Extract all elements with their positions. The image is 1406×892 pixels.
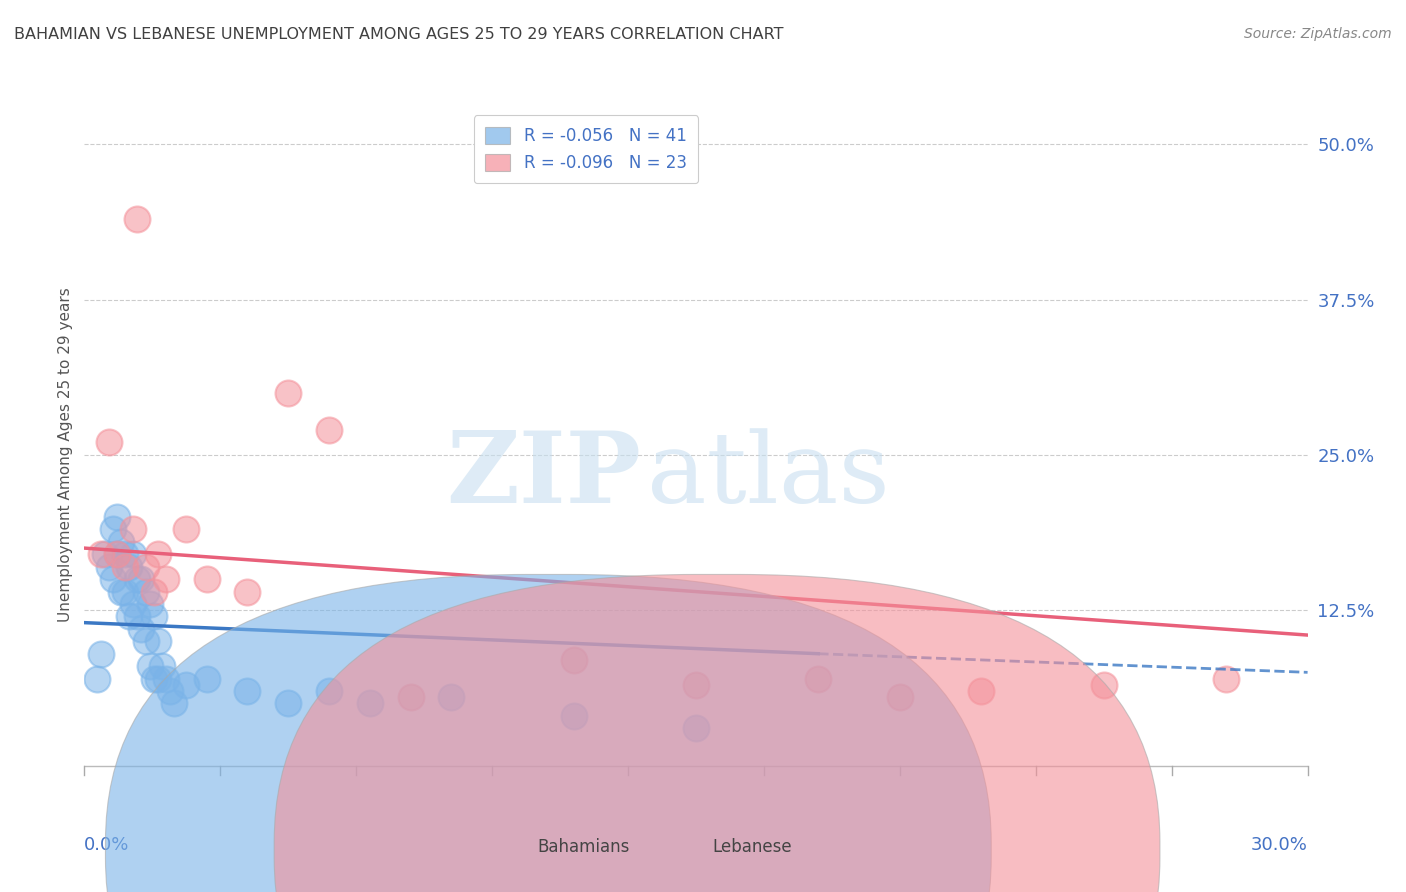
Point (142, 584, 165, 599)
Point (114, 584, 136, 599)
Point (105, 547, 128, 561)
Point (176, 523, 198, 537)
Point (122, 523, 145, 537)
Legend: R = -0.056   N = 41, R = -0.096   N = 23: R = -0.056 N = 41, R = -0.096 N = 23 (474, 115, 699, 184)
Point (318, 423, 340, 437)
Point (127, 609, 149, 624)
Point (105, 547, 128, 561)
Point (90, 647, 112, 661)
Point (142, 609, 165, 624)
Point (86, 672, 108, 686)
Point (131, 572, 153, 586)
Point (138, 659, 160, 673)
Point (277, 697, 299, 711)
Point (127, 572, 149, 586)
Point (1092, 678, 1115, 692)
Point (90, 547, 112, 561)
Point (122, 597, 145, 611)
Point (155, 572, 177, 586)
Point (807, 672, 830, 686)
Point (114, 547, 136, 561)
Point (277, 385, 299, 400)
Point (440, 690, 463, 705)
Point (562, 708, 585, 723)
Point (101, 523, 124, 537)
Point (176, 678, 198, 692)
Point (118, 559, 141, 574)
Point (146, 634, 169, 648)
Point (685, 721, 707, 735)
Point (105, 510, 128, 524)
Point (359, 697, 381, 711)
Point (131, 622, 153, 636)
Point (318, 684, 340, 698)
Text: Lebanese: Lebanese (713, 838, 792, 856)
Point (146, 672, 169, 686)
Point (135, 559, 157, 574)
Text: Source: ZipAtlas.com: Source: ZipAtlas.com (1244, 27, 1392, 41)
Point (1215, 672, 1237, 686)
Point (970, 684, 993, 698)
Point (685, 678, 707, 692)
Point (135, 584, 157, 599)
Point (127, 211, 149, 226)
Text: atlas: atlas (647, 428, 890, 524)
Text: BAHAMIAN VS LEBANESE UNEMPLOYMENT AMONG AGES 25 TO 29 YEARS CORRELATION CHART: BAHAMIAN VS LEBANESE UNEMPLOYMENT AMONG … (14, 27, 783, 42)
Point (101, 572, 124, 586)
Point (114, 559, 136, 574)
Point (163, 697, 186, 711)
Point (135, 634, 157, 648)
Text: 30.0%: 30.0% (1251, 836, 1308, 855)
Point (122, 547, 145, 561)
Point (118, 609, 141, 624)
Point (142, 672, 165, 686)
Point (399, 690, 422, 705)
Point (138, 597, 160, 611)
Point (889, 690, 911, 705)
Point (146, 547, 169, 561)
Point (195, 572, 218, 586)
Point (195, 672, 218, 686)
Point (93, 547, 117, 561)
Text: ZIP: ZIP (446, 427, 641, 524)
Point (97, 559, 120, 574)
Point (110, 534, 132, 549)
Point (236, 684, 259, 698)
Point (110, 584, 132, 599)
Text: 0.0%: 0.0% (84, 836, 129, 855)
Point (97, 435, 120, 450)
Y-axis label: Unemployment Among Ages 25 to 29 years: Unemployment Among Ages 25 to 29 years (58, 287, 73, 623)
Point (155, 672, 177, 686)
Point (159, 684, 181, 698)
Point (236, 584, 259, 599)
Text: Bahamians: Bahamians (537, 838, 630, 856)
Point (150, 659, 173, 673)
Point (562, 653, 585, 667)
